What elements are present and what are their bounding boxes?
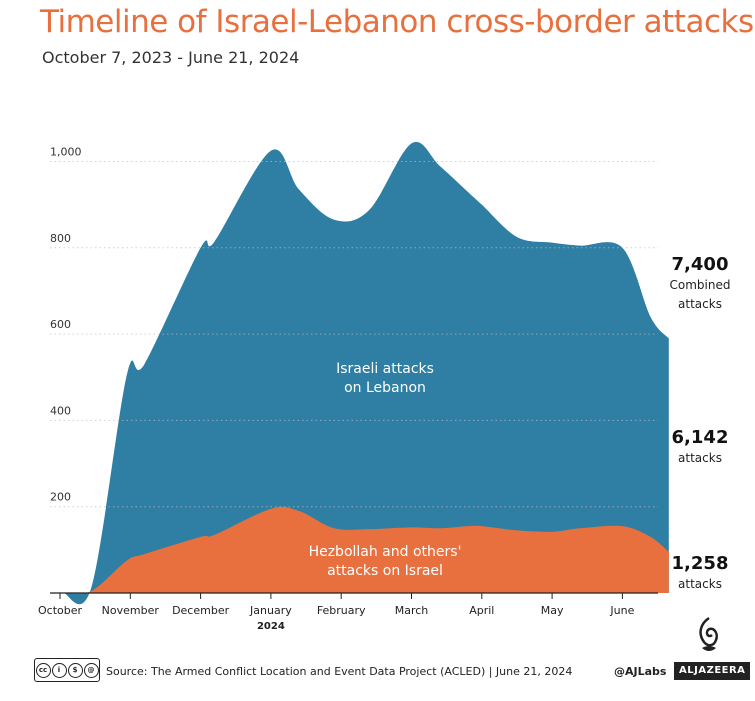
x-tick-label: June	[609, 604, 634, 617]
y-tick-label: 800	[50, 232, 71, 245]
source-note: Source: The Armed Conflict Location and …	[106, 665, 573, 678]
footer: cc i $ @ Source: The Armed Conflict Locatio…	[34, 616, 751, 692]
annotation-caption: attacks	[678, 451, 722, 465]
annotation-caption: attacks	[678, 297, 722, 311]
x-tick-label: February	[317, 604, 366, 617]
y-tick-label: 400	[50, 404, 71, 417]
x-tick-label: January	[249, 604, 292, 617]
aljazeera-logo: ALJAZEERA	[674, 662, 751, 680]
x-tick-label: November	[102, 604, 160, 617]
annotation-caption: Combined	[670, 278, 731, 292]
annotation-caption: attacks	[678, 577, 722, 591]
series-label: attacks on Israel	[327, 563, 443, 579]
series-label: on Lebanon	[344, 380, 426, 396]
series-label: Israeli attacks	[336, 361, 434, 377]
y-tick-label: 200	[50, 491, 71, 504]
annotation-value: 7,400	[672, 254, 729, 275]
series-label: Hezbollah and others'	[309, 544, 462, 560]
chart-subtitle: October 7, 2023 - June 21, 2024	[42, 48, 300, 67]
x-tick-label: March	[395, 604, 429, 617]
area-chart: 200 400 600 800 1,000 October November December…	[38, 141, 731, 632]
chart-title: Timeline of Israel-Lebanon cross-border …	[40, 4, 754, 40]
x-tick-label: December	[172, 604, 230, 617]
y-tick-label: 1,000	[50, 146, 82, 159]
creative-commons-by-nc-sa-icon: cc i $ @	[34, 658, 100, 682]
annotation-value: 1,258	[672, 553, 729, 574]
aljazeera-emblem-icon	[699, 616, 718, 651]
x-tick-label: April	[469, 604, 494, 617]
series-hezbollah-attacks-area	[63, 506, 669, 594]
y-tick-label: 600	[50, 318, 71, 331]
x-tick-label: October	[38, 604, 82, 617]
ajlabs-handle: @AJLabs	[614, 665, 667, 678]
series-israeli-attacks-area	[63, 141, 669, 605]
annotation-value: 6,142	[672, 427, 729, 448]
x-year-label: 2024	[257, 621, 285, 632]
x-tick-label: May	[541, 604, 564, 617]
